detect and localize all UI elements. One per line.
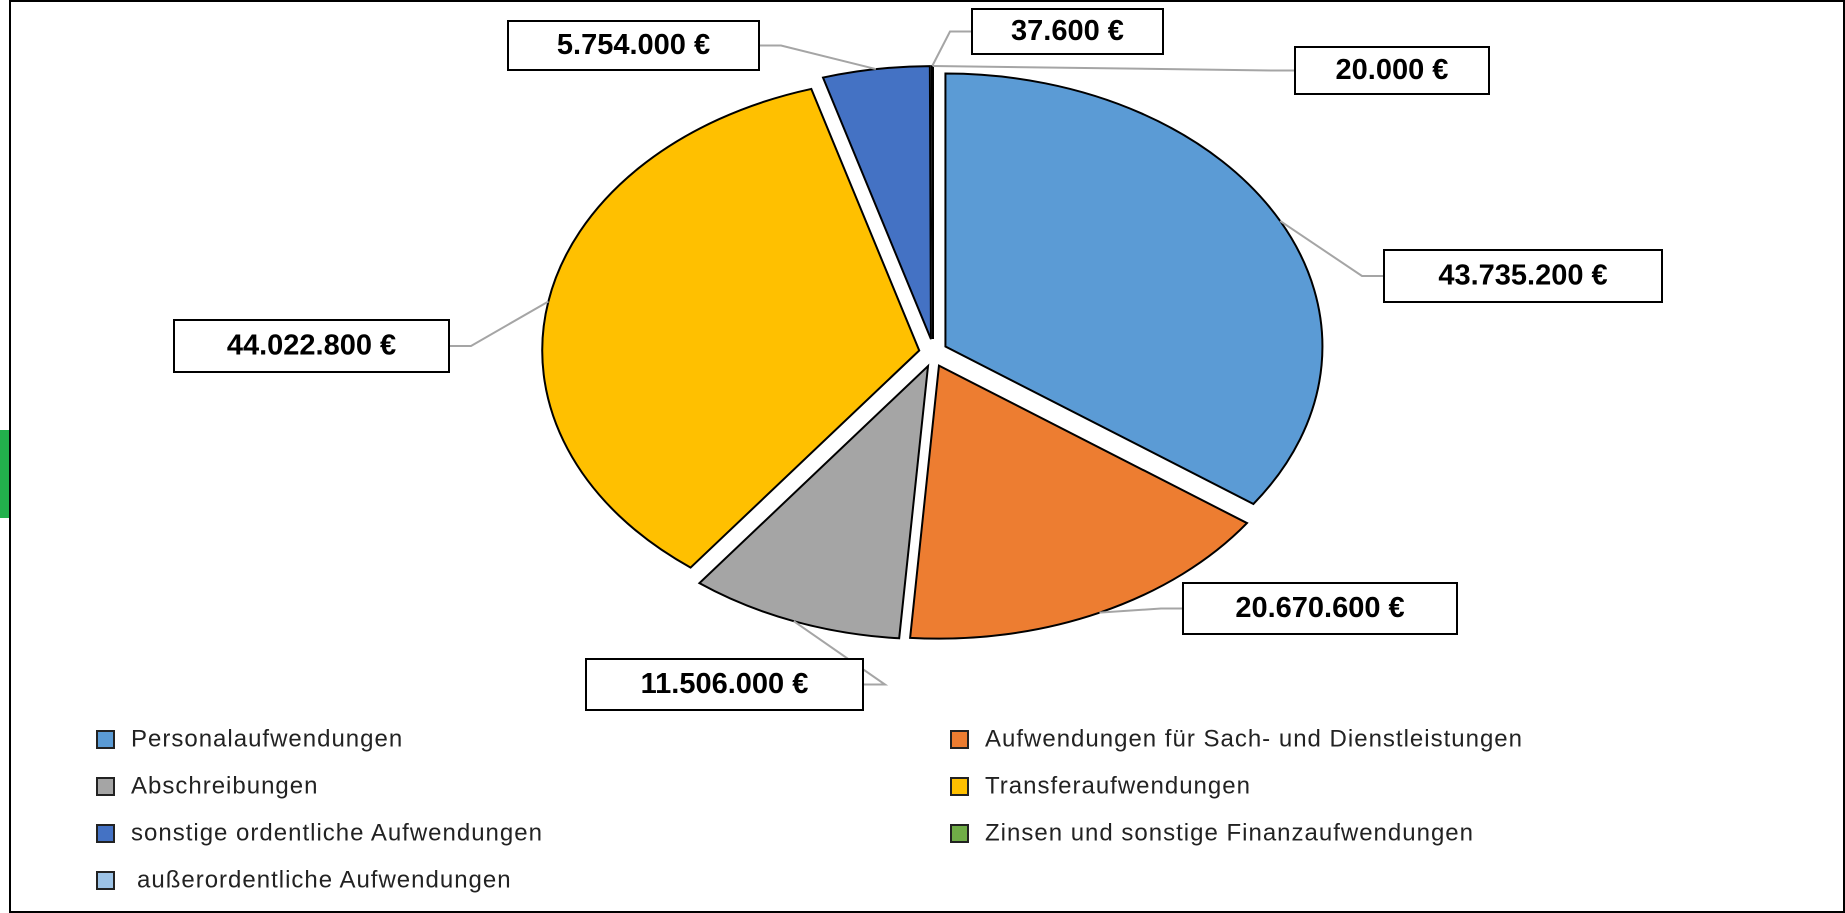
label-box	[1182, 582, 1458, 635]
data-label: 43.735.200 €	[1438, 260, 1607, 292]
leader-line	[1099, 607, 1183, 614]
data-label: 20.000 €	[1336, 54, 1449, 86]
leader-line	[931, 30, 972, 67]
legend-label: Personalaufwendungen	[131, 725, 403, 752]
data-label: 44.022.800 €	[227, 330, 396, 362]
legend-label: Aufwendungen für Sach- und Dienstleistun…	[985, 725, 1523, 752]
label-box	[1383, 249, 1663, 303]
legend-label: Zinsen und sonstige Finanzaufwendungen	[985, 819, 1474, 846]
leader-line	[449, 300, 549, 347]
legend-label: Abschreibungen	[131, 772, 318, 799]
legend-label: außerordentliche Aufwendungen	[137, 866, 512, 893]
label-box	[585, 658, 864, 711]
leader-line	[1279, 220, 1384, 277]
leader-line	[793, 620, 889, 686]
legend-label: sonstige ordentliche Aufwendungen	[131, 819, 543, 846]
data-label: 5.754.000 €	[557, 29, 710, 61]
data-label: 20.670.600 €	[1235, 592, 1404, 624]
label-box	[173, 319, 450, 373]
pie-slice	[944, 72, 1324, 506]
data-label: 11.506.000 €	[641, 668, 809, 700]
legend-swatch	[950, 777, 969, 796]
legend-swatch	[950, 824, 969, 843]
leader-line	[932, 65, 1295, 72]
label-box	[971, 8, 1164, 55]
pie-slice	[821, 65, 932, 340]
legend-swatch	[96, 730, 115, 749]
side-marker	[0, 430, 9, 518]
legend-swatch	[96, 871, 115, 890]
legend-swatch	[96, 777, 115, 796]
pie-slice	[909, 364, 1249, 640]
legend-label: Transferaufwendungen	[985, 772, 1251, 799]
label-box	[1294, 46, 1490, 95]
legend-swatch	[96, 824, 115, 843]
legend-swatch	[950, 730, 969, 749]
data-label: 37.600 €	[1011, 15, 1124, 47]
label-box	[507, 20, 760, 71]
leader-line	[759, 44, 877, 71]
